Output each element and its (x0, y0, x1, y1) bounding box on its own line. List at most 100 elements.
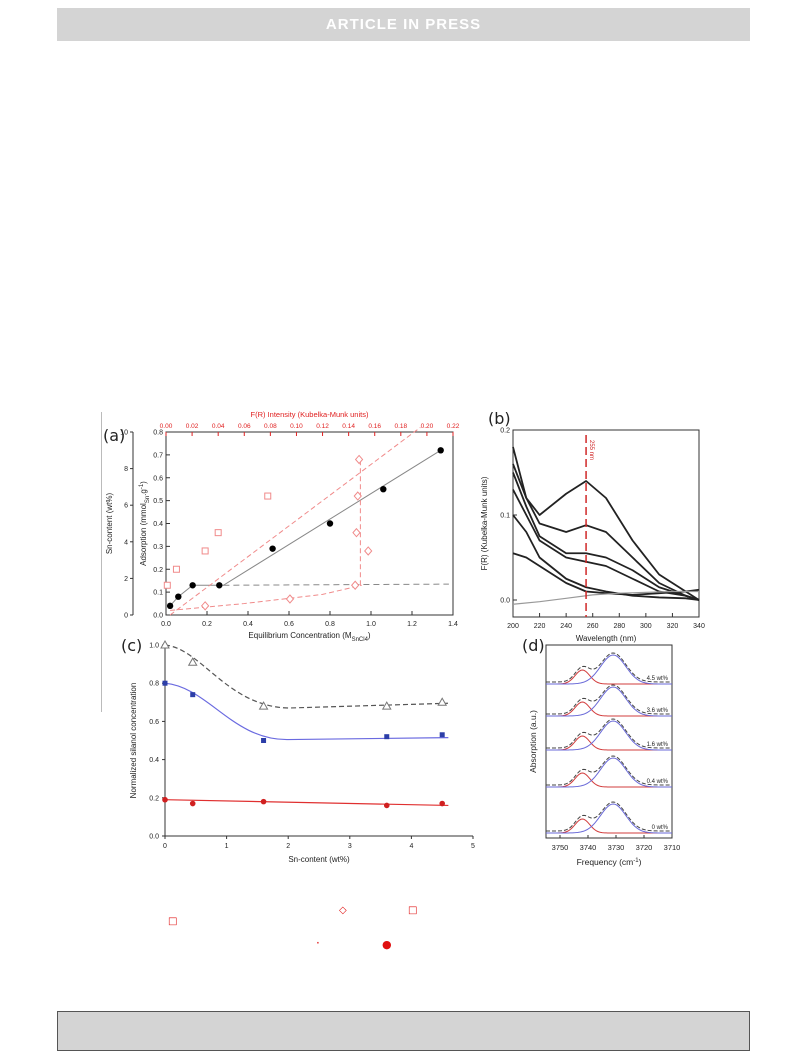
a-y-tick-label: 0.3 (153, 544, 163, 551)
d-series-label: 4.5 wt% (647, 676, 669, 682)
b-y-tick-label: 0.1 (500, 513, 510, 520)
b-y-axis-label: F(R) (Kubelka-Munk units) (480, 476, 489, 570)
b-spectrum-line (512, 590, 699, 605)
d-y-axis-label: Absorption (a.u.) (528, 710, 538, 773)
b-spectrum-line (512, 514, 700, 601)
a-top-tick-label: 0.00 (160, 423, 173, 430)
b-x-axis-label: Wavelength (nm) (576, 634, 637, 643)
d-x-tick-label: 3720 (636, 843, 653, 852)
article-in-press-banner: ARTICLE IN PRESS (57, 8, 750, 41)
a-top-tick-label: 0.20 (421, 423, 434, 430)
d-blue-gaussian (545, 654, 673, 685)
a-filled-circle-point (380, 485, 387, 493)
caption-square-symbol: □ (408, 905, 418, 916)
a-filled-circle-point (175, 593, 182, 600)
b-spectrum-line (512, 446, 700, 601)
a-y-tick-label: 0.2 (153, 567, 163, 574)
a-y-axis-label: Adsorption (mmolSn.g-1) (139, 481, 151, 566)
c-y-tick-label: 0.2 (149, 795, 159, 802)
b-y-tick-label: 0.2 (500, 428, 510, 435)
c-triangle-fit-curve (164, 644, 449, 709)
d-x-tick-label: 3740 (580, 843, 597, 852)
d-x-tick-label: 3750 (552, 843, 569, 852)
a-y-tick-label: 0.5 (153, 498, 163, 505)
c-y-tick-label: 0.8 (149, 681, 159, 688)
d-dashed-envelope (545, 718, 673, 749)
d-series-label: 0.4 wt% (647, 779, 669, 785)
panel-b-label: (b) (488, 409, 511, 428)
b-spectrum-line (512, 463, 700, 601)
b-spectrum-line (512, 472, 700, 601)
plot-d-frame (545, 644, 673, 839)
a-left-tick-label: 2 (124, 576, 128, 583)
a-x-axis-label: Equilibrium Concentration (MSnCl4) (248, 631, 371, 643)
caption-square-symbol-2: □ (168, 916, 178, 927)
c-x-axis-label: Sn-content (wt%) (288, 855, 350, 864)
a-x-tick-label: 0.4 (243, 621, 253, 628)
a-y-tick-label: 0.7 (153, 452, 163, 459)
a-y-tick-label: 0.1 (153, 590, 163, 597)
c-filled-circle-point (383, 802, 390, 809)
a-diamond-fit-line (170, 584, 362, 611)
c-open-triangle-point (160, 639, 170, 649)
plot-b-frame (512, 429, 700, 618)
a-open-square-point (264, 492, 272, 500)
a-filled-circle-point (216, 582, 223, 589)
a-x-tick-label: 0.6 (284, 621, 294, 628)
b-x-tick-label: 340 (693, 623, 705, 630)
d-blue-gaussian (545, 720, 673, 751)
a-open-diamond-point (364, 546, 373, 556)
c-open-triangle-point (437, 697, 448, 706)
a-top-tick-label: 0.02 (186, 423, 199, 430)
a-open-square-point (172, 565, 180, 573)
b-x-tick-label: 300 (640, 623, 652, 630)
a-left-tick-label: 8 (124, 466, 128, 473)
a-open-square-point (214, 529, 222, 537)
c-open-triangle-point (381, 701, 392, 710)
a-x-tick-label: 1.0 (366, 621, 376, 628)
a-open-diamond-point (352, 527, 361, 538)
c-x-tick-label: 1 (225, 843, 229, 850)
c-filled-square-point (162, 680, 168, 686)
c-circle-fit-line (164, 799, 449, 807)
c-y-tick-label: 0.0 (149, 834, 159, 841)
a-top-tick-label: 0.18 (394, 423, 407, 430)
a-open-diamond-point (285, 594, 295, 604)
b-255nm-label: 255 nm (588, 440, 594, 460)
a-plateau-line (223, 583, 449, 586)
b-x-tick-label: 200 (507, 623, 519, 630)
plot-a-frame (165, 431, 454, 616)
c-y-axis-label: Normalized silanol concentration (129, 683, 138, 799)
d-blue-gaussian (545, 686, 673, 717)
a-x-tick-label: 0.8 (325, 621, 335, 628)
a-x-tick-label: 0.0 (161, 621, 171, 628)
d-dashed-envelope (545, 755, 673, 786)
a-left-axis-label: Sn-content (wt%) (105, 492, 114, 554)
panel-a-label: (a) (103, 426, 126, 445)
c-x-tick-label: 3 (348, 843, 352, 850)
a-top-tick-label: 0.06 (238, 423, 251, 430)
a-y-tick-label: 0.4 (153, 521, 163, 528)
caption-dot-symbol: · (316, 936, 320, 950)
a-filled-circle-point (326, 520, 334, 527)
c-open-triangle-point (258, 701, 269, 710)
a-left-tick-label: 0 (124, 613, 128, 620)
a-top-tick-label: 0.12 (316, 423, 329, 430)
a-y-tick-label: 0.6 (153, 475, 163, 482)
figure-divider (101, 412, 102, 712)
b-x-tick-label: 320 (667, 623, 679, 630)
panel-d-label: (d) (522, 636, 545, 655)
b-x-tick-label: 240 (560, 623, 572, 630)
d-blue-gaussian (545, 757, 673, 788)
d-series-label: 0 wt% (652, 825, 669, 831)
c-y-tick-label: 1.0 (149, 643, 159, 650)
caption-diamond-symbol: ◇ (339, 905, 347, 916)
c-x-tick-label: 0 (163, 843, 167, 850)
panel-c-label: (c) (121, 636, 143, 655)
d-x-tick-label: 3730 (608, 843, 625, 852)
a-open-diamond-point (353, 491, 362, 501)
d-dashed-envelope (545, 652, 673, 683)
a-filled-circle-point (166, 602, 174, 610)
a-left-tick-label: 10 (120, 430, 128, 437)
c-square-fit-curve (164, 682, 449, 741)
